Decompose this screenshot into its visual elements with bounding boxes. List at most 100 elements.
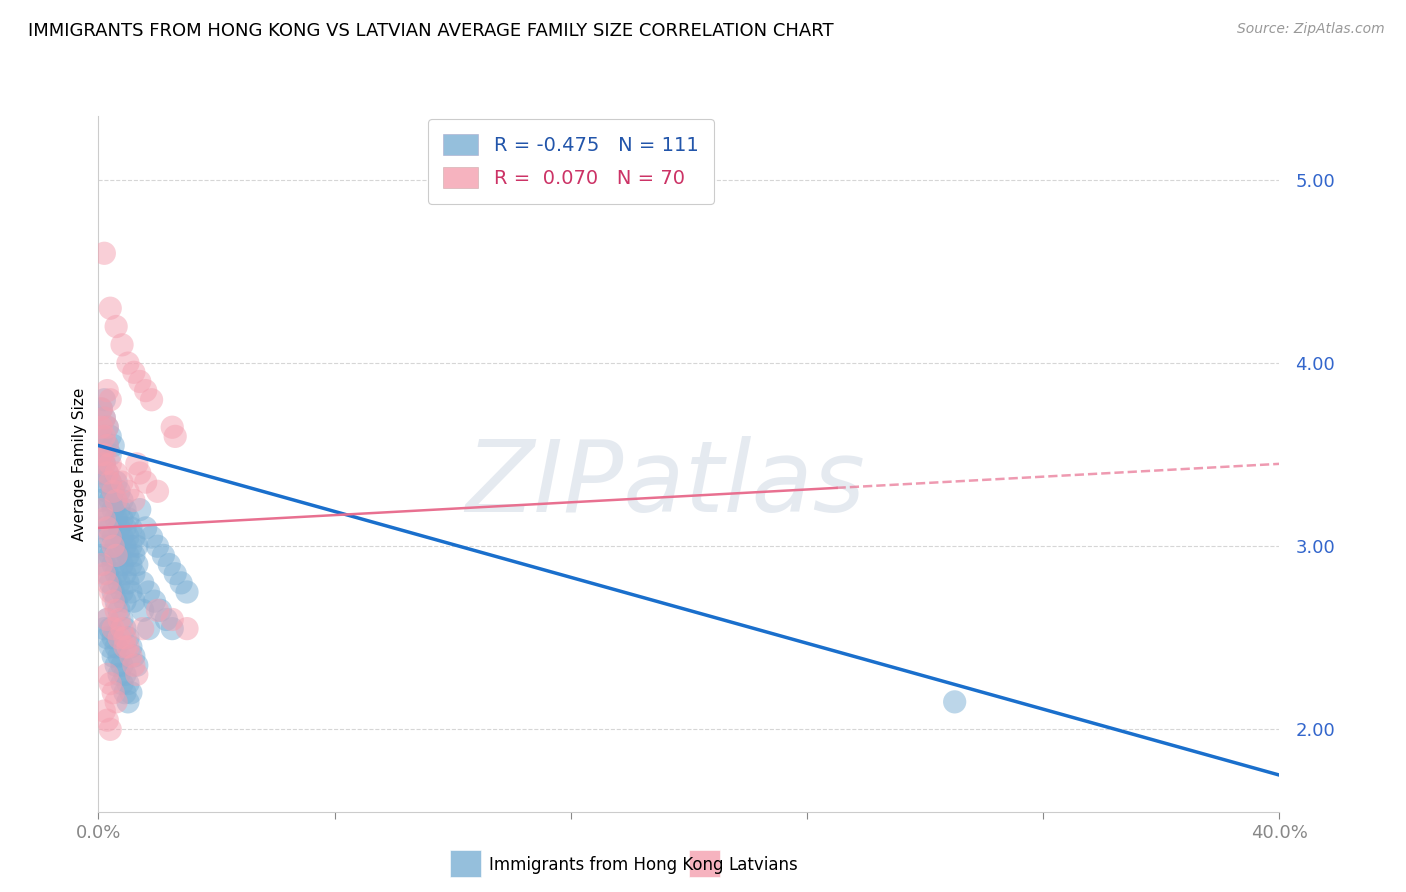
Point [96, 566, 118, 581]
Text: Source: ZipAtlas.com: Source: ZipAtlas.com [1237, 22, 1385, 37]
Point [111, 612, 134, 626]
Point [96, 384, 118, 398]
Point [105, 603, 128, 617]
Point [170, 575, 193, 590]
Point [122, 493, 145, 508]
Point [96, 612, 118, 626]
Point [111, 512, 134, 526]
Point [105, 594, 128, 608]
Point [90, 521, 112, 535]
Point [132, 603, 155, 617]
Point [141, 392, 163, 407]
Point [98, 429, 121, 443]
Point [117, 575, 139, 590]
Point [98, 723, 121, 737]
Point [132, 575, 155, 590]
Point [96, 466, 118, 480]
Point [90, 401, 112, 416]
Point [114, 631, 136, 645]
Point [111, 676, 134, 690]
Point [165, 429, 187, 443]
Point [93, 558, 115, 572]
Point [162, 420, 183, 434]
Point [96, 420, 118, 434]
Point [90, 558, 112, 572]
Point [114, 502, 136, 516]
Point [132, 622, 155, 636]
Point [122, 594, 145, 608]
Point [111, 493, 134, 508]
Point [108, 603, 131, 617]
Point [98, 448, 121, 462]
Point [111, 475, 134, 490]
Point [120, 521, 142, 535]
Point [114, 667, 136, 681]
Point [162, 612, 183, 626]
Point [943, 695, 966, 709]
Point [108, 521, 131, 535]
Point [103, 649, 125, 664]
Point [90, 493, 112, 508]
Point [114, 594, 136, 608]
Point [93, 475, 115, 490]
Point [125, 658, 148, 673]
Point [93, 411, 115, 425]
Point [117, 512, 139, 526]
Point [90, 420, 112, 434]
Point [103, 438, 125, 452]
Point [105, 695, 128, 709]
Point [93, 457, 115, 471]
Point [90, 466, 112, 480]
Point [117, 356, 139, 370]
Point [105, 466, 128, 480]
Point [120, 585, 142, 599]
Point [98, 301, 121, 316]
Point [96, 612, 118, 626]
Point [103, 594, 125, 608]
Point [103, 631, 125, 645]
Point [93, 246, 115, 260]
Point [96, 420, 118, 434]
Point [98, 549, 121, 563]
Point [122, 566, 145, 581]
Point [114, 566, 136, 581]
Point [98, 521, 121, 535]
Point [117, 640, 139, 654]
Point [90, 429, 112, 443]
Point [103, 484, 125, 499]
Point [135, 475, 157, 490]
Point [105, 319, 128, 334]
Point [122, 658, 145, 673]
Text: IMMIGRANTS FROM HONG KONG VS LATVIAN AVERAGE FAMILY SIZE CORRELATION CHART: IMMIGRANTS FROM HONG KONG VS LATVIAN AVE… [28, 22, 834, 40]
Point [93, 457, 115, 471]
Point [90, 448, 112, 462]
Point [125, 667, 148, 681]
Point [93, 566, 115, 581]
Point [98, 676, 121, 690]
Point [108, 575, 131, 590]
Point [98, 457, 121, 471]
Point [96, 631, 118, 645]
Point [98, 475, 121, 490]
Point [122, 530, 145, 544]
Point [96, 484, 118, 499]
Point [176, 585, 198, 599]
Point [103, 585, 125, 599]
Text: Immigrants from Hong Kong: Immigrants from Hong Kong [489, 856, 724, 874]
Point [143, 594, 166, 608]
Point [98, 493, 121, 508]
Point [98, 640, 121, 654]
Point [105, 658, 128, 673]
Point [93, 704, 115, 718]
Point [105, 493, 128, 508]
Point [120, 649, 142, 664]
Point [105, 640, 128, 654]
Point [128, 466, 150, 480]
Point [120, 539, 142, 553]
Point [141, 530, 163, 544]
Point [96, 438, 118, 452]
Point [111, 658, 134, 673]
Point [93, 429, 115, 443]
Point [96, 521, 118, 535]
Point [138, 585, 160, 599]
